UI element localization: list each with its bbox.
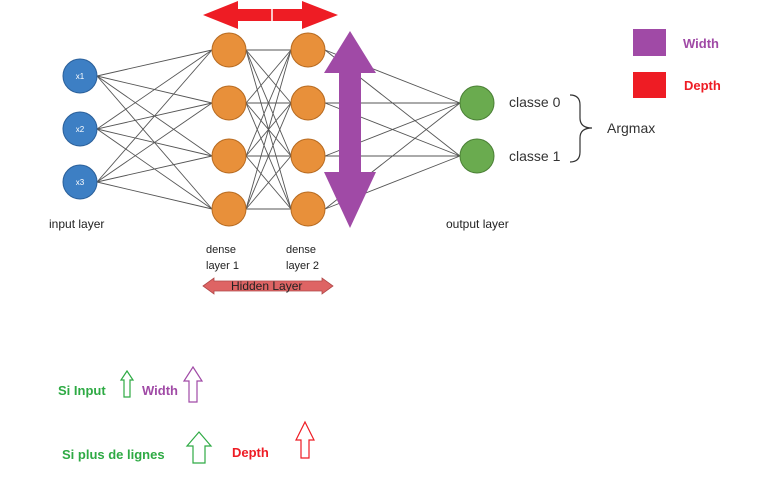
note-depth-label: Depth [232, 445, 269, 460]
input-layer-label: input layer [49, 217, 105, 231]
dense2-node-2 [290, 85, 326, 121]
output-class-1-label: classe 1 [509, 148, 561, 164]
note-width-label: Width [142, 383, 178, 398]
legend-width-label: Width [683, 36, 719, 51]
note-si-input-label: Si Input [58, 383, 106, 398]
output-node-2 [459, 138, 495, 174]
output-node-1 [459, 85, 495, 121]
dense-layer-1-label-line2: layer 1 [206, 260, 240, 272]
dense2-node-1 [290, 32, 326, 68]
width-up-arrow-icon [182, 365, 204, 403]
edge-dense1-3-to-dense2-0 [245, 49, 292, 210]
edge-input-2-to-dense1-1 [96, 102, 213, 183]
argmax-label: Argmax [607, 120, 656, 136]
edge-dense1-1-to-dense2-0 [245, 49, 292, 104]
edge-dense1-3-to-dense2-1 [245, 102, 292, 210]
legend-depth-swatch [633, 72, 666, 98]
input-node-label-1: x1 [76, 72, 85, 81]
hidden-layer-arrow [202, 277, 334, 295]
dense-layer-2-label: dense layer 2 [286, 244, 319, 273]
connection-lines [96, 49, 461, 210]
lines-up-arrow-icon [185, 431, 213, 464]
input-node-1 [62, 58, 98, 94]
hidden-layer-label: Hidden Layer [231, 279, 303, 293]
depth-up-arrow-icon [295, 420, 315, 459]
depth-arrow [203, 1, 338, 29]
legend-depth-label: Depth [684, 78, 721, 93]
edge-dense1-3-to-dense2-2 [245, 155, 292, 210]
dense-layer-2-label-line2: layer 2 [286, 260, 320, 272]
dense1-node-4 [211, 191, 247, 227]
input-node-2 [62, 111, 98, 147]
output-class-0-label: classe 0 [509, 94, 561, 110]
legend-width-swatch [633, 29, 666, 56]
dense2-node-4 [290, 191, 326, 227]
output-layer-label: output layer [446, 217, 509, 231]
input-node-label-2: x2 [76, 125, 85, 134]
edge-dense1-2-to-dense2-0 [245, 49, 292, 157]
edge-input-2-to-dense1-2 [96, 155, 213, 183]
network-nodes: x1 x2 x3 [62, 32, 495, 227]
note-si-plus-de-lignes-label: Si plus de lignes [62, 447, 165, 462]
dense-layer-1-label: dense layer 1 [206, 244, 239, 273]
dense1-node-3 [211, 138, 247, 174]
edge-input-2-to-dense1-3 [96, 181, 213, 210]
edge-input-0-to-dense1-0 [96, 49, 213, 77]
dense2-node-3 [290, 138, 326, 174]
argmax-brace [569, 94, 593, 163]
dense-layer-1-label-line1: dense [206, 244, 236, 256]
input-node-label-3: x3 [76, 178, 85, 187]
dense-layer-2-label-line1: dense [286, 244, 316, 256]
width-arrow [324, 31, 376, 228]
edge-input-2-to-dense1-0 [96, 49, 213, 183]
input-up-arrow-icon [119, 369, 135, 398]
dense1-node-2 [211, 85, 247, 121]
edge-input-1-to-dense1-0 [96, 49, 213, 130]
dense1-node-1 [211, 32, 247, 68]
input-node-3 [62, 164, 98, 200]
